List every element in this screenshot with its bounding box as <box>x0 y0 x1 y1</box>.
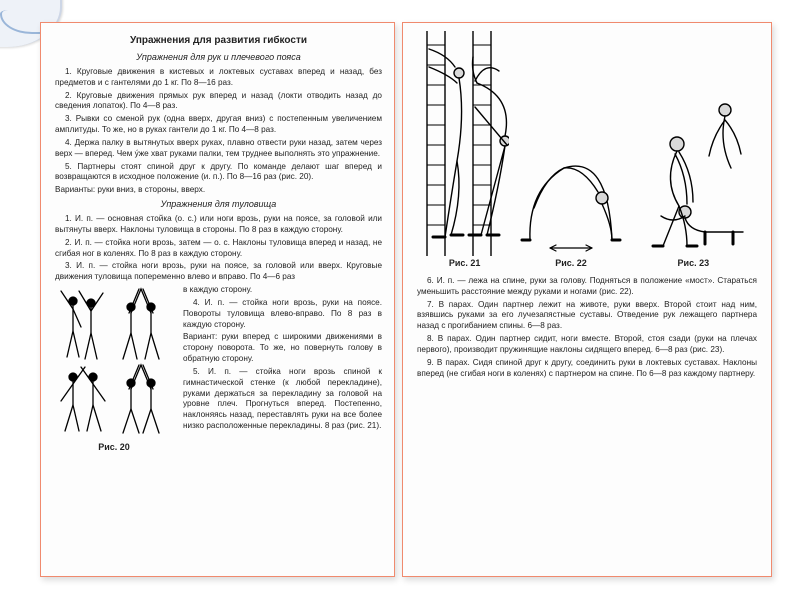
l-p3: 3. Рывки со сменой рук (одна вверх, друг… <box>55 114 382 136</box>
page: Упражнения для развития гибкости Упражне… <box>0 0 800 600</box>
l-p4: 4. Держа палку в вытянутых вверх руках, … <box>55 138 382 160</box>
right-figures: Рис. 21 <box>417 31 757 270</box>
fig21-block: Рис. 21 <box>421 31 509 270</box>
l-t4: 4. И. п. — стойка ноги врозь, руки на по… <box>183 298 382 330</box>
left-cols: Рис. 20 в каждую сторону. 4. И. п. — сто… <box>55 285 382 454</box>
l-t1: 1. И. п. — основная стойка (о. с.) или н… <box>55 214 382 236</box>
subtitle-arms: Упражнения для рук и плечевого пояса <box>55 52 382 62</box>
r-p9: 9. В парах. Сидя спиной друг к другу, со… <box>417 358 757 380</box>
fig20-block: Рис. 20 <box>55 285 173 454</box>
title-main: Упражнения для развития гибкости <box>55 35 382 46</box>
fig23-block: Рис. 23 <box>633 96 753 270</box>
fig20-caption: Рис. 20 <box>55 442 173 452</box>
fig21-svg <box>421 31 509 256</box>
fig20-svg <box>55 285 173 440</box>
l-t3b: в каждую сторону. <box>183 285 382 296</box>
fig22-svg <box>516 136 626 256</box>
l-t4v: Вариант: руки вперед с широкими движения… <box>183 332 382 364</box>
fig21-caption: Рис. 21 <box>421 258 509 268</box>
l-p2: 2. Круговые движения прямых рук вперед и… <box>55 91 382 113</box>
r-p8: 8. В парах. Один партнер сидит, ноги вме… <box>417 334 757 356</box>
subtitle-torso: Упражнения для туловища <box>55 199 382 209</box>
r-p7: 7. В парах. Один партнер лежит на животе… <box>417 300 757 332</box>
l-variant: Варианты: руки вниз, в стороны, вверх. <box>55 185 382 196</box>
l-p5: 5. Партнеры стоят спиной друг к другу. П… <box>55 162 382 184</box>
fig23-svg <box>633 96 753 256</box>
fig22-caption: Рис. 22 <box>516 258 626 268</box>
l-t2: 2. И. п. — стойка ноги врозь, затем — о.… <box>55 238 382 260</box>
fig23-caption: Рис. 23 <box>633 258 753 268</box>
l-p1: 1. Круговые движения в кистевых и локтев… <box>55 67 382 89</box>
fig22-block: Рис. 22 <box>516 136 626 270</box>
r-p6: 6. И. п. — лежа на спине, руки за голову… <box>417 276 757 298</box>
l-t3: 3. И. п. — стойка ноги врозь, руки на по… <box>55 261 382 283</box>
left-coltext: в каждую сторону. 4. И. п. — стойка ноги… <box>183 285 382 454</box>
left-page: Упражнения для развития гибкости Упражне… <box>40 22 395 577</box>
l-t5: 5. И. п. — стойка ноги врозь спиной к ги… <box>183 367 382 432</box>
right-page: Рис. 21 <box>402 22 772 577</box>
